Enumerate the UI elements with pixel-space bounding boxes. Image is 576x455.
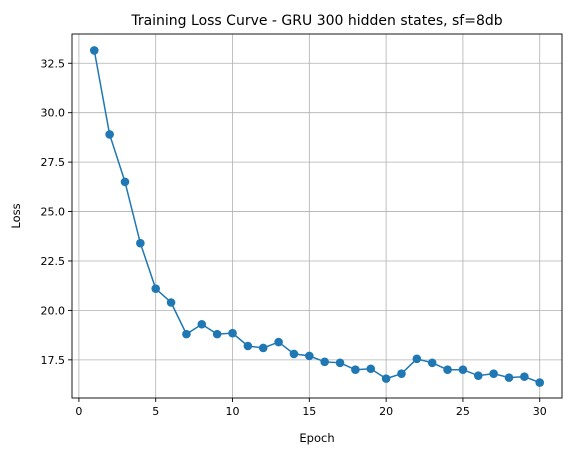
data-point	[351, 365, 360, 375]
x-axis-label: Epoch	[299, 431, 334, 445]
x-tick-label: 25	[456, 405, 470, 418]
data-point	[182, 329, 191, 339]
data-point	[397, 369, 406, 378]
x-tick-label: 15	[302, 405, 316, 418]
data-point	[212, 329, 222, 339]
data-point	[504, 373, 514, 382]
data-point	[89, 46, 99, 55]
y-tick-label: 30.0	[41, 107, 66, 120]
data-point	[151, 284, 161, 293]
y-tick-label: 32.5	[41, 57, 66, 70]
series-line	[93, 50, 541, 384]
data-point	[243, 341, 253, 351]
y-tick-label: 22.5	[41, 255, 66, 268]
data-point	[274, 337, 283, 347]
data-point	[535, 378, 545, 387]
x-tick-label: 5	[152, 405, 159, 418]
series-points	[89, 46, 545, 387]
data-point	[136, 238, 145, 248]
ticks: 0 5 10 15 20 25 30 17.5 20.0 22.5 25.0 27.5 30.0 32.5	[41, 57, 547, 418]
x-tick-label: 30	[533, 405, 547, 418]
data-point	[489, 369, 498, 378]
data-point	[105, 130, 114, 139]
data-point	[381, 374, 391, 383]
data-point	[166, 298, 176, 307]
grid	[72, 34, 562, 398]
y-axis-label: Loss	[9, 203, 23, 228]
data-point	[305, 351, 314, 361]
data-point	[197, 319, 207, 329]
y-tick-label: 25.0	[41, 206, 66, 219]
data-point	[443, 365, 452, 375]
data-point	[258, 343, 268, 353]
data-point	[412, 354, 422, 364]
data-point	[366, 364, 376, 374]
data-point	[427, 358, 437, 368]
data-point	[520, 372, 529, 381]
data-point	[228, 328, 237, 338]
data-point	[458, 365, 468, 375]
data-point	[289, 349, 299, 359]
chart-title: Training Loss Curve - GRU 300 hidden sta…	[130, 13, 502, 29]
x-tick-label: 20	[379, 405, 393, 418]
y-tick-label: 20.0	[41, 304, 66, 317]
data-point	[120, 177, 130, 187]
data-point	[335, 358, 345, 368]
plot-frame	[71, 33, 563, 399]
y-tick-label: 17.5	[41, 354, 66, 367]
x-tick-label: 10	[226, 405, 240, 418]
x-tick-label: 0	[75, 405, 82, 418]
data-point	[320, 357, 329, 367]
y-tick-label: 27.5	[41, 156, 66, 169]
data-point	[473, 371, 483, 380]
